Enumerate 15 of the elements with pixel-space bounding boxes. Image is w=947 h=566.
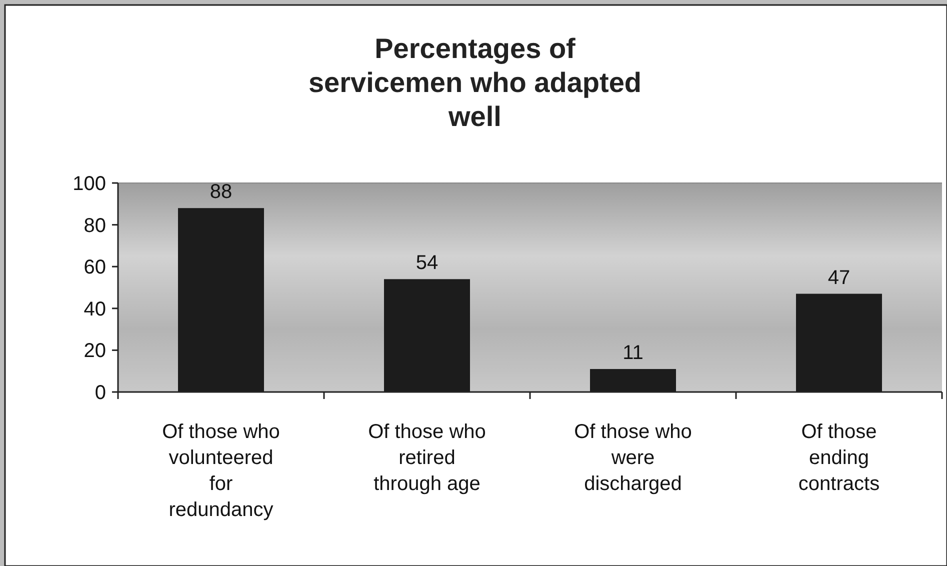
x-tick-label: Of those who volunteered for redundancy	[162, 421, 280, 521]
data-label: 47	[828, 266, 850, 289]
data-label: 88	[210, 181, 232, 204]
chart-title: Percentages of servicemen who adapted well	[308, 33, 642, 132]
y-tick-label: 20	[84, 340, 106, 362]
x-tick-label: Of those who were discharged	[574, 421, 692, 495]
y-tick-label: 80	[84, 214, 106, 237]
data-label: 11	[622, 342, 644, 364]
y-tick-label: 100	[72, 173, 106, 195]
x-tick-label: Of those who retired through age	[368, 421, 486, 495]
y-tick-label: 60	[84, 256, 106, 279]
x-tick-label: Of those ending contracts	[798, 421, 880, 495]
data-label: 54	[416, 252, 438, 274]
y-tick-label: 0	[94, 382, 106, 404]
y-tick-label: 40	[84, 298, 106, 320]
